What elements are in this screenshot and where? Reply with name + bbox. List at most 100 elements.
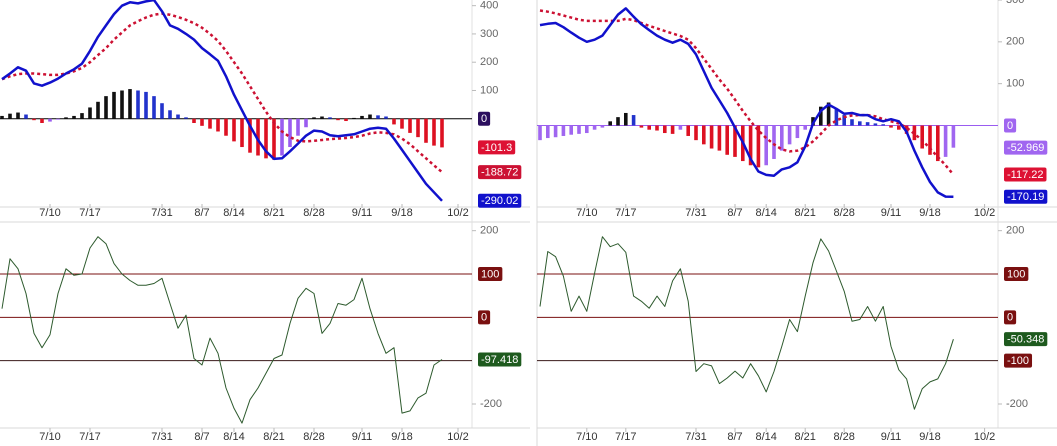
histogram-bar bbox=[320, 116, 324, 119]
x-tick-label: 8/21 bbox=[794, 431, 815, 443]
last-value-badge: -188.72 bbox=[481, 167, 518, 179]
histogram-bar bbox=[842, 115, 846, 126]
x-tick-label: 8/21 bbox=[263, 207, 284, 219]
x-tick-label: 10/2 bbox=[974, 207, 995, 219]
histogram-bar bbox=[569, 125, 573, 135]
histogram-bar bbox=[780, 125, 784, 151]
histogram-bar bbox=[272, 118, 276, 160]
histogram-bar bbox=[72, 115, 76, 119]
last-value-badge-bg bbox=[1004, 189, 1048, 204]
x-tick-label: 8/14 bbox=[755, 431, 776, 443]
reference-badge-bg bbox=[1004, 353, 1033, 368]
last-value-badge: -290.02 bbox=[481, 195, 518, 207]
reference-badge-bg bbox=[1004, 310, 1017, 325]
histogram-bar bbox=[408, 118, 412, 133]
x-tick-label: 9/11 bbox=[881, 431, 902, 443]
y-tick-label: 200 bbox=[480, 225, 498, 237]
histogram-bar bbox=[826, 102, 831, 126]
reference-badge: -100 bbox=[1007, 355, 1029, 367]
histogram-bar bbox=[64, 117, 68, 119]
reference-badge-bg bbox=[478, 111, 491, 126]
histogram-bar bbox=[264, 118, 268, 159]
histogram-bar bbox=[88, 107, 92, 119]
histogram-bar bbox=[678, 125, 683, 130]
histogram-bar bbox=[670, 125, 675, 134]
last-value-badge-bg bbox=[478, 140, 516, 155]
histogram-bar bbox=[663, 125, 667, 134]
histogram-bar bbox=[834, 108, 839, 126]
reference-badge: 100 bbox=[1007, 268, 1025, 280]
x-tick-label: 8/28 bbox=[303, 207, 324, 219]
last-value-badge: -170.19 bbox=[1007, 191, 1044, 203]
x-tick-label: 8/28 bbox=[303, 431, 324, 443]
histogram-bar bbox=[0, 115, 4, 119]
histogram-bar bbox=[440, 118, 444, 148]
histogram-bar bbox=[647, 125, 651, 130]
histogram-bar bbox=[288, 118, 292, 148]
x-tick-label: 8/14 bbox=[755, 207, 776, 219]
x-tick-label: 10/2 bbox=[447, 207, 468, 219]
x-tick-label: 7/10 bbox=[576, 431, 597, 443]
histogram-bar bbox=[592, 125, 597, 130]
reference-badge: 0 bbox=[1007, 312, 1013, 324]
histogram-bar bbox=[168, 110, 172, 119]
histogram-bar bbox=[8, 113, 12, 119]
histogram-bar bbox=[858, 121, 862, 126]
histogram-bar bbox=[296, 118, 300, 136]
histogram-bar bbox=[787, 125, 792, 145]
histogram-bar bbox=[200, 118, 204, 126]
last-value-badge: -97.418 bbox=[481, 354, 518, 366]
x-tick-label: 8/7 bbox=[727, 431, 742, 443]
histogram-bar bbox=[561, 125, 566, 136]
reference-badge-bg bbox=[1004, 118, 1017, 133]
x-tick-label: 8/28 bbox=[833, 431, 854, 443]
x-tick-label: 9/18 bbox=[919, 207, 940, 219]
y-tick-label: 100 bbox=[480, 84, 498, 96]
y-tick-label: -200 bbox=[480, 398, 502, 410]
histogram-bar bbox=[873, 123, 878, 126]
histogram-bar bbox=[943, 125, 948, 157]
y-tick-label: 400 bbox=[480, 0, 498, 12]
histogram-bar bbox=[424, 118, 428, 143]
x-tick-label: 7/10 bbox=[39, 431, 60, 443]
x-tick-label: 8/28 bbox=[833, 207, 854, 219]
histogram-bar bbox=[24, 114, 28, 119]
histogram-bar bbox=[546, 125, 550, 139]
histogram-bar bbox=[694, 125, 698, 141]
histogram-bar bbox=[160, 103, 164, 119]
histogram-bar bbox=[48, 118, 52, 122]
series-line bbox=[1, 12, 443, 174]
reference-badge-bg bbox=[478, 267, 503, 281]
histogram-bar bbox=[56, 118, 60, 120]
histogram-bar bbox=[702, 125, 706, 145]
histogram-bar bbox=[192, 118, 196, 123]
histogram-bar bbox=[96, 101, 100, 119]
histogram-bar bbox=[128, 89, 132, 119]
x-tick-label: 7/17 bbox=[79, 207, 100, 219]
histogram-bar bbox=[208, 118, 212, 129]
histogram-bar bbox=[32, 118, 36, 121]
x-tick-label: 9/11 bbox=[352, 207, 373, 219]
histogram-bar bbox=[248, 118, 252, 153]
histogram-bar bbox=[16, 112, 20, 119]
histogram-bar bbox=[585, 125, 589, 134]
histogram-bar bbox=[360, 115, 364, 119]
series-line bbox=[1, 0, 443, 202]
histogram-bar bbox=[152, 96, 156, 119]
histogram-bar bbox=[936, 125, 940, 162]
last-value-badge-bg bbox=[1004, 332, 1048, 347]
x-tick-label: 9/18 bbox=[391, 207, 412, 219]
histogram-bar bbox=[112, 91, 116, 119]
histogram-bar bbox=[748, 125, 753, 166]
histogram-bar bbox=[416, 118, 420, 138]
histogram-bar bbox=[256, 118, 260, 156]
y-tick-label: 200 bbox=[1006, 225, 1024, 237]
reference-badge: 0 bbox=[1007, 120, 1013, 132]
histogram-bar bbox=[951, 125, 956, 148]
last-value-badge-bg bbox=[478, 193, 522, 208]
histogram-bar bbox=[224, 118, 228, 136]
histogram-bar bbox=[709, 125, 714, 149]
x-tick-label: 9/11 bbox=[881, 207, 902, 219]
reference-badge-bg bbox=[478, 310, 491, 325]
